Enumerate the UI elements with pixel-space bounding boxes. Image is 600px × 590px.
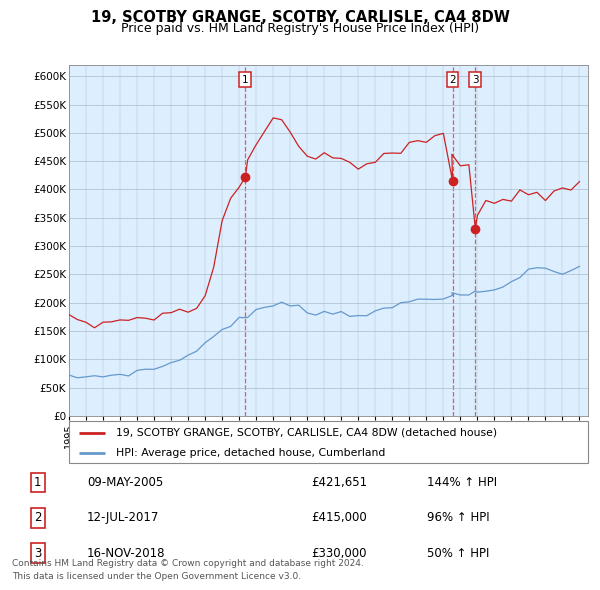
Text: 2: 2 (449, 75, 456, 85)
Text: £330,000: £330,000 (311, 546, 367, 560)
Text: £415,000: £415,000 (311, 511, 367, 525)
Text: This data is licensed under the Open Government Licence v3.0.: This data is licensed under the Open Gov… (12, 572, 301, 581)
Text: HPI: Average price, detached house, Cumberland: HPI: Average price, detached house, Cumb… (116, 448, 385, 457)
Text: 09-MAY-2005: 09-MAY-2005 (87, 476, 163, 489)
Text: 12-JUL-2017: 12-JUL-2017 (87, 511, 159, 525)
Text: 50% ↑ HPI: 50% ↑ HPI (427, 546, 489, 560)
Text: 19, SCOTBY GRANGE, SCOTBY, CARLISLE, CA4 8DW: 19, SCOTBY GRANGE, SCOTBY, CARLISLE, CA4… (91, 10, 509, 25)
Text: 16-NOV-2018: 16-NOV-2018 (87, 546, 166, 560)
Text: 1: 1 (242, 75, 248, 85)
Text: 144% ↑ HPI: 144% ↑ HPI (427, 476, 497, 489)
Text: 3: 3 (472, 75, 479, 85)
Text: 2: 2 (34, 511, 41, 525)
Text: 96% ↑ HPI: 96% ↑ HPI (427, 511, 490, 525)
Text: 1: 1 (34, 476, 41, 489)
Text: 19, SCOTBY GRANGE, SCOTBY, CARLISLE, CA4 8DW (detached house): 19, SCOTBY GRANGE, SCOTBY, CARLISLE, CA4… (116, 428, 497, 438)
FancyBboxPatch shape (69, 421, 588, 463)
Text: Contains HM Land Registry data © Crown copyright and database right 2024.: Contains HM Land Registry data © Crown c… (12, 559, 364, 568)
Text: 3: 3 (34, 546, 41, 560)
Text: Price paid vs. HM Land Registry's House Price Index (HPI): Price paid vs. HM Land Registry's House … (121, 22, 479, 35)
Text: £421,651: £421,651 (311, 476, 368, 489)
